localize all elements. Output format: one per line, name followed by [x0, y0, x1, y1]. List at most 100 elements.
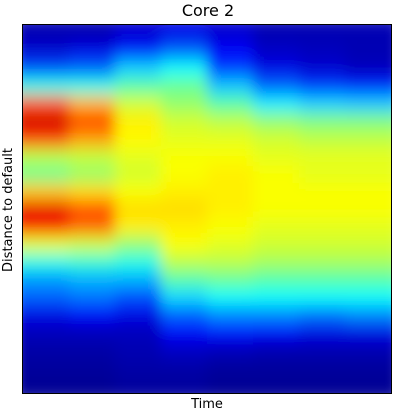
heatmap-cell: [253, 200, 300, 219]
heatmap-cell: [23, 305, 70, 324]
heatmap-cell: [69, 357, 116, 376]
heatmap-cell: [253, 322, 300, 341]
heatmap-cell: [345, 252, 391, 271]
heatmap-cell: [299, 112, 346, 131]
y-axis-label: Distance to default: [1, 148, 16, 272]
heatmap-cell: [161, 42, 208, 61]
heatmap-cell: [69, 200, 116, 219]
heatmap-cell: [69, 235, 116, 254]
heatmap-cell: [299, 182, 346, 201]
heatmap-cell: [207, 287, 254, 306]
heatmap-cell: [345, 322, 391, 341]
heatmap-cell: [299, 340, 346, 359]
heatmap-cell: [69, 147, 116, 166]
heatmap-cell: [161, 235, 208, 254]
heatmap-cell: [207, 217, 254, 236]
heatmap-cell: [161, 322, 208, 341]
heatmap-cell: [69, 112, 116, 131]
x-axis-label: Time: [191, 397, 223, 412]
heatmap-cell: [115, 305, 162, 324]
heatmap-cell: [69, 60, 116, 79]
heatmap-cell: [69, 340, 116, 359]
heatmap-cell: [161, 217, 208, 236]
heatmap-cell: [345, 357, 391, 376]
heatmap-cell: [207, 200, 254, 219]
heatmap-cell: [207, 235, 254, 254]
heatmap-cell: [253, 217, 300, 236]
heatmap-cell: [253, 287, 300, 306]
heatmap-cell: [69, 305, 116, 324]
heatmap-cell: [69, 25, 116, 44]
heatmap-cell: [161, 287, 208, 306]
heatmap-cell: [345, 77, 391, 96]
heatmap-cell: [207, 77, 254, 96]
heatmap-cell: [115, 95, 162, 114]
heatmap-cell: [253, 25, 300, 44]
heatmap-cell: [23, 77, 70, 96]
heatmap-cell: [207, 25, 254, 44]
heatmap-cell: [115, 322, 162, 341]
heatmap-cell: [23, 270, 70, 289]
heatmap-cell: [345, 340, 391, 359]
heatmap-cell: [345, 200, 391, 219]
heatmap-cell: [253, 112, 300, 131]
heatmap-cell: [23, 95, 70, 114]
heatmap-cell: [23, 42, 70, 61]
heatmap-cell: [23, 287, 70, 306]
heatmap-cell: [115, 270, 162, 289]
heatmap-cell: [299, 25, 346, 44]
heatmap-cell: [253, 252, 300, 271]
heatmap-cell: [345, 165, 391, 184]
heatmap-cell: [345, 25, 391, 44]
heatmap-cell: [299, 60, 346, 79]
heatmap-cell: [253, 305, 300, 324]
heatmap-cell: [345, 270, 391, 289]
heatmap-cell: [299, 375, 346, 393]
heatmap-cell: [69, 217, 116, 236]
heatmap-cell: [23, 375, 70, 393]
heatmap-cell: [253, 357, 300, 376]
heatmap-cell: [207, 42, 254, 61]
heatmap-cell: [253, 42, 300, 61]
heatmap-cell: [207, 130, 254, 149]
heatmap-cell: [23, 147, 70, 166]
heatmap-cell: [345, 42, 391, 61]
heatmap-cell: [299, 217, 346, 236]
heatmap: [23, 25, 391, 393]
heatmap-cell: [115, 287, 162, 306]
heatmap-cell: [345, 217, 391, 236]
heatmap-cell: [207, 357, 254, 376]
heatmap-cell: [23, 25, 70, 44]
heatmap-cell: [345, 235, 391, 254]
heatmap-cell: [299, 270, 346, 289]
heatmap-cell: [207, 305, 254, 324]
heatmap-cell: [115, 340, 162, 359]
heatmap-cell: [207, 375, 254, 393]
heatmap-cell: [115, 42, 162, 61]
heatmap-cell: [69, 270, 116, 289]
heatmap-cell: [299, 42, 346, 61]
heatmap-cell: [115, 130, 162, 149]
heatmap-cell: [23, 322, 70, 341]
heatmap-cell: [115, 77, 162, 96]
heatmap-cell: [299, 77, 346, 96]
heatmap-cell: [69, 322, 116, 341]
heatmap-cell: [345, 375, 391, 393]
heatmap-cell: [69, 130, 116, 149]
heatmap-cell: [253, 95, 300, 114]
heatmap-cell: [115, 252, 162, 271]
heatmap-cell: [161, 60, 208, 79]
heatmap-cell: [161, 182, 208, 201]
heatmap-cell: [23, 357, 70, 376]
heatmap-cell: [345, 147, 391, 166]
heatmap-cell: [253, 235, 300, 254]
plot-area: [22, 24, 392, 394]
heatmap-cell: [115, 217, 162, 236]
heatmap-cell: [345, 60, 391, 79]
heatmap-cell: [253, 60, 300, 79]
heatmap-cell: [345, 112, 391, 131]
heatmap-cell: [23, 60, 70, 79]
heatmap-cell: [23, 200, 70, 219]
heatmap-cell: [23, 235, 70, 254]
heatmap-cell: [299, 252, 346, 271]
